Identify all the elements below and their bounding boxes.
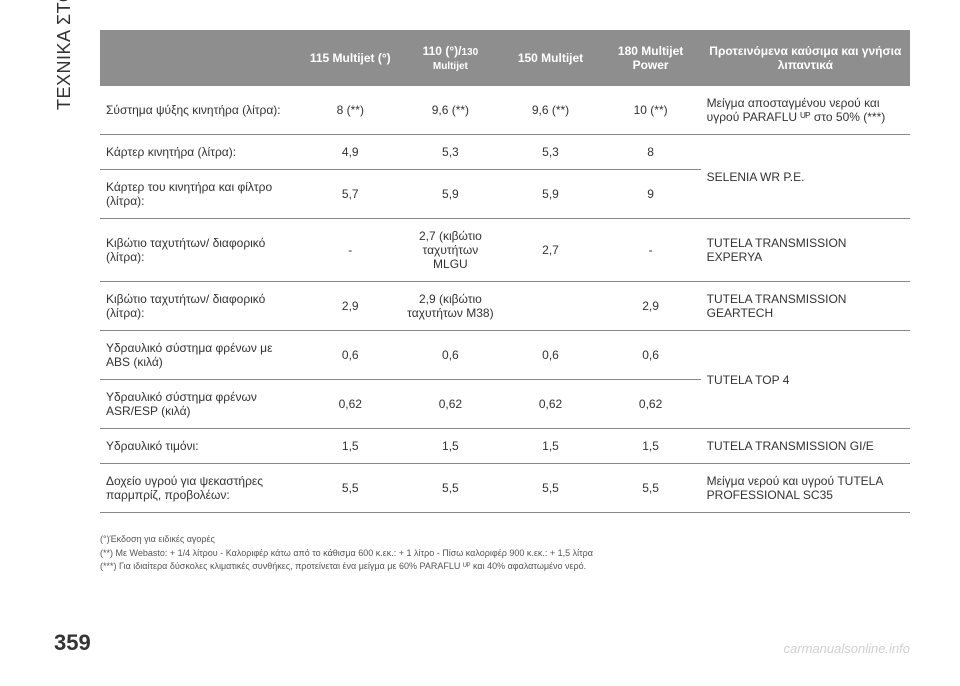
row-value: - [601, 219, 701, 282]
row-recommendation: Μείγμα νερού και υγρού TUTELA PROFESSION… [701, 464, 910, 513]
table-row: Σύστημα ψύξης κινητήρα (λίτρα): 8 (**) 9… [100, 86, 910, 135]
table-row: Υδραυλικό σύστημα φρένων με ABS (κιλά) 0… [100, 331, 910, 380]
row-value: 1,5 [601, 429, 701, 464]
row-label: Υδραυλικό τιμόνι: [100, 429, 300, 464]
table-header-row: 115 Multijet (°) 110 (°)/130 Multijet 15… [100, 30, 910, 86]
row-value: 5,5 [500, 464, 600, 513]
specs-table: 115 Multijet (°) 110 (°)/130 Multijet 15… [100, 30, 910, 513]
row-value: 1,5 [300, 429, 400, 464]
table-row: Υδραυλικό τιμόνι: 1,5 1,5 1,5 1,5 TUTELA… [100, 429, 910, 464]
row-value: 4,9 [300, 135, 400, 170]
row-value: 0,62 [300, 380, 400, 429]
row-label: Σύστημα ψύξης κινητήρα (λίτρα): [100, 86, 300, 135]
row-value: 0,6 [601, 331, 701, 380]
row-value: 2,9 [300, 282, 400, 331]
row-value: 0,6 [300, 331, 400, 380]
row-value: 5,9 [500, 170, 600, 219]
row-label: Κάρτερ του κινητήρα και φίλτρο (λίτρα): [100, 170, 300, 219]
row-value: - [300, 219, 400, 282]
row-recommendation: TUTELA TRANSMISSION EXPERYA [701, 219, 910, 282]
header-col-2: 110 (°)/130 Multijet [400, 30, 500, 86]
row-value: 2,9 (κιβώτιο ταχυτήτων M38) [400, 282, 500, 331]
row-value: 0,6 [500, 331, 600, 380]
header-col-3: 150 Multijet [500, 30, 600, 86]
row-value: 5,7 [300, 170, 400, 219]
row-value: 0,62 [400, 380, 500, 429]
row-value: 8 (**) [300, 86, 400, 135]
row-value: 5,5 [400, 464, 500, 513]
row-label: Κάρτερ κινητήρα (λίτρα): [100, 135, 300, 170]
row-label: Δοχείο υγρού για ψεκαστήρες παρμπρίζ, πρ… [100, 464, 300, 513]
header-col-2a: 110 (°)/ [423, 44, 462, 58]
row-value: 2,9 [601, 282, 701, 331]
row-recommendation: TUTELA TRANSMISSION GI/E [701, 429, 910, 464]
row-value: 5,9 [400, 170, 500, 219]
row-value [500, 282, 600, 331]
footnote-2: (**) Με Webasto: + 1/4 λίτρου - Καλοριφέ… [100, 547, 910, 561]
table-row: Κάρτερ κινητήρα (λίτρα): 4,9 5,3 5,3 8 S… [100, 135, 910, 170]
row-recommendation: TUTELA TRANSMISSION GEARTECH [701, 282, 910, 331]
footnote-3: (***) Για ιδιαίτερα δύσκολες κλιματικές … [100, 560, 910, 574]
watermark: carmanualsonline.info [784, 641, 910, 656]
row-value: 1,5 [400, 429, 500, 464]
row-recommendation: TUTELA TOP 4 [701, 331, 910, 429]
header-col-4: 180 Multijet Power [601, 30, 701, 86]
header-empty [100, 30, 300, 86]
header-col-5: Προτεινόμενα καύσιμα και γνήσια λιπαντικ… [701, 30, 910, 86]
row-label: Κιβώτιο ταχυτήτων/ διαφορικό (λίτρα): [100, 219, 300, 282]
table-row: Κιβώτιο ταχυτήτων/ διαφορικό (λίτρα): - … [100, 219, 910, 282]
row-value: 0,62 [500, 380, 600, 429]
row-value: 0,62 [601, 380, 701, 429]
row-value: 1,5 [500, 429, 600, 464]
row-value: 5,3 [400, 135, 500, 170]
row-value: 8 [601, 135, 701, 170]
page-number: 359 [54, 630, 91, 656]
row-label: Υδραυλικό σύστημα φρένων με ABS (κιλά) [100, 331, 300, 380]
table-row: Κιβώτιο ταχυτήτων/ διαφορικό (λίτρα): 2,… [100, 282, 910, 331]
row-recommendation: SELENIA WR P.E. [701, 135, 910, 219]
row-label: Υδραυλικό σύστημα φρένων ASR/ESP (κιλά) [100, 380, 300, 429]
row-recommendation: Μείγμα αποσταγμένου νερού και υγρού PARA… [701, 86, 910, 135]
side-title: ΤΕΧΝΙΚΑ ΣΤΟΙΧΕΙΑ [54, 0, 75, 110]
row-value: 9,6 (**) [400, 86, 500, 135]
row-value: 2,7 (κιβώτιο ταχυτήτων MLGU [400, 219, 500, 282]
row-value: 5,3 [500, 135, 600, 170]
row-value: 2,7 [500, 219, 600, 282]
row-value: 5,5 [300, 464, 400, 513]
page-container: ΤΕΧΝΙΚΑ ΣΤΟΙΧΕΙΑ 115 Multijet (°) 110 (°… [0, 0, 960, 686]
footnotes: (°)Έκδοση για ειδικές αγορές (**) Με Web… [100, 533, 910, 574]
row-value: 10 (**) [601, 86, 701, 135]
row-value: 9 [601, 170, 701, 219]
row-label: Κιβώτιο ταχυτήτων/ διαφορικό (λίτρα): [100, 282, 300, 331]
row-value: 5,5 [601, 464, 701, 513]
footnote-1: (°)Έκδοση για ειδικές αγορές [100, 533, 910, 547]
row-value: 0,6 [400, 331, 500, 380]
table-row: Δοχείο υγρού για ψεκαστήρες παρμπρίζ, πρ… [100, 464, 910, 513]
row-value: 9,6 (**) [500, 86, 600, 135]
header-col-1: 115 Multijet (°) [300, 30, 400, 86]
